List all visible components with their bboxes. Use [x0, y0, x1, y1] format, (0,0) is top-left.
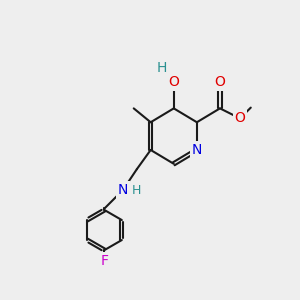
Text: N: N	[192, 143, 202, 157]
Text: O: O	[214, 75, 225, 89]
Text: H: H	[131, 184, 141, 197]
Text: H: H	[156, 61, 167, 75]
Text: O: O	[168, 75, 179, 89]
Text: O: O	[235, 111, 245, 125]
Text: F: F	[100, 254, 109, 268]
Text: N: N	[118, 183, 128, 197]
